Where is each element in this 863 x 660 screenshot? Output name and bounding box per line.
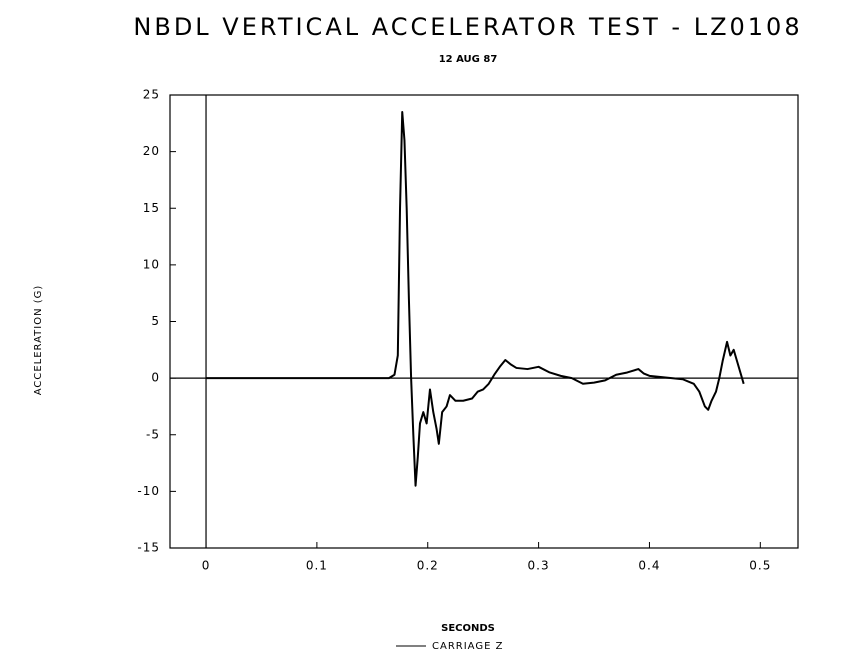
y-tick-label: -5: [146, 427, 160, 441]
y-tick-label: 15: [143, 201, 160, 215]
y-axis-label: ACCELERATION (G): [33, 285, 44, 396]
y-tick-label: 25: [143, 88, 160, 102]
x-tick-label: 0.1: [306, 559, 328, 573]
x-tick-label: 0: [202, 559, 211, 573]
chart-subtitle: 12 AUG 87: [439, 54, 498, 65]
x-axis-label: SECONDS: [441, 623, 495, 634]
y-tick-label: 20: [143, 144, 160, 158]
chart-title: NBDL VERTICAL ACCELERATOR TEST - LZ0108: [133, 13, 802, 41]
x-tick-label: 0.5: [749, 559, 771, 573]
y-tick-label: 0: [151, 371, 160, 385]
x-tick-label: 0.2: [417, 559, 439, 573]
x-tick-label: 0.4: [638, 559, 660, 573]
y-tick-label: 10: [143, 257, 160, 271]
x-tick-label: 0.3: [528, 559, 550, 573]
y-tick-label: -15: [137, 541, 160, 555]
y-tick-label: 5: [151, 314, 160, 328]
data-line: [206, 110, 745, 487]
y-tick-label: -10: [137, 484, 160, 498]
plot-frame: [169, 94, 799, 549]
legend-label: CARRIAGE Z: [432, 641, 503, 652]
